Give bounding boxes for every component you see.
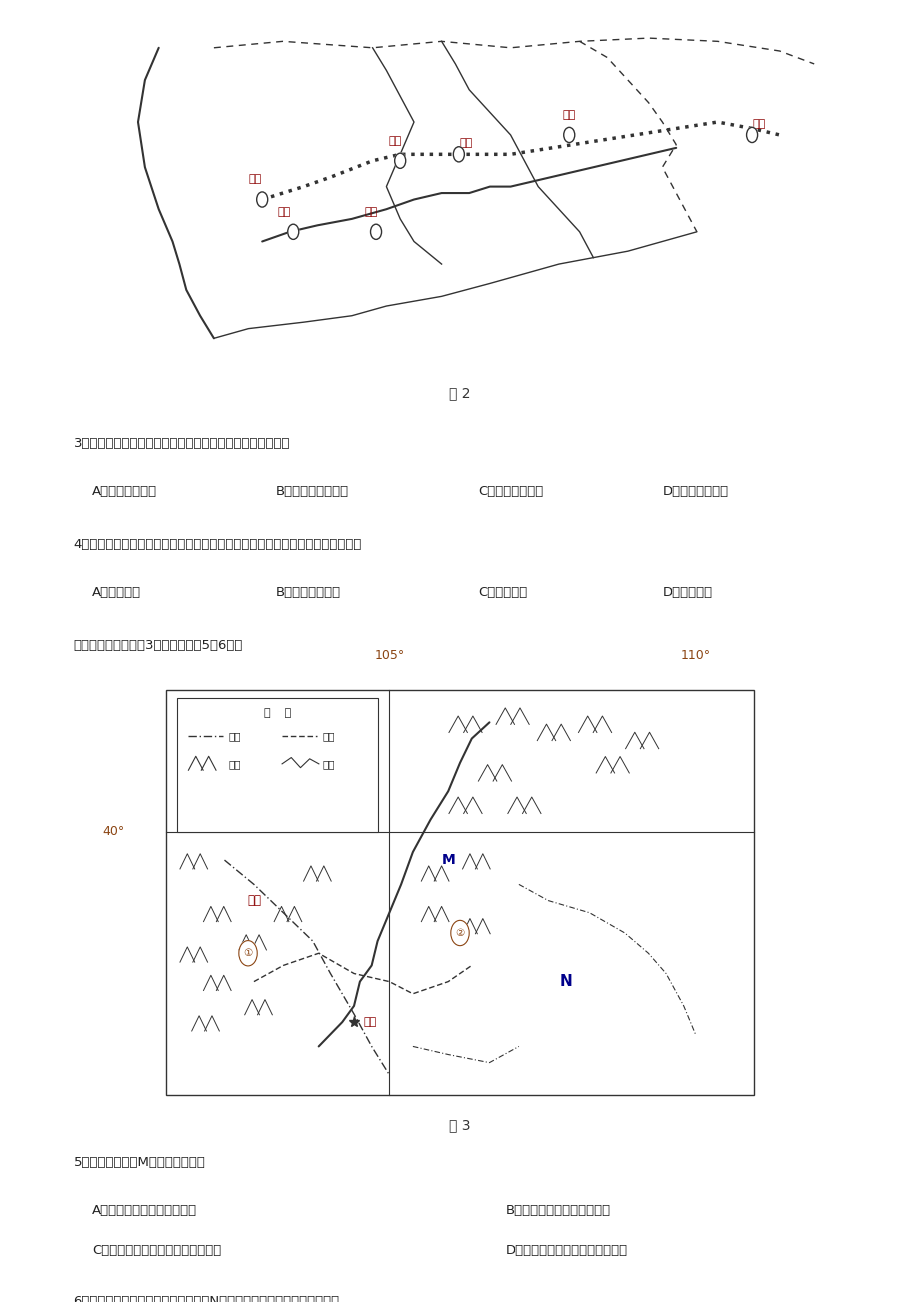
- Circle shape: [453, 147, 464, 161]
- Circle shape: [450, 921, 469, 945]
- Text: 武汉: 武汉: [460, 138, 472, 148]
- Text: 5．关于图中山脉M的说法正确的是: 5．关于图中山脉M的说法正确的是: [74, 1156, 205, 1169]
- Text: 图 3: 图 3: [448, 1118, 471, 1131]
- Text: 成都: 成都: [248, 174, 261, 185]
- Text: C．青藏高寒区与东部季风区分界线: C．青藏高寒区与东部季风区分界线: [92, 1245, 221, 1258]
- Circle shape: [370, 224, 381, 240]
- Text: M: M: [441, 853, 455, 867]
- Text: 合肥: 合肥: [562, 109, 575, 120]
- Text: D．武汉与合肥间: D．武汉与合肥间: [662, 484, 728, 497]
- Text: ①: ①: [244, 948, 253, 958]
- Text: 铁路: 铁路: [323, 730, 335, 741]
- Text: A．成都与重庆间: A．成都与重庆间: [92, 484, 157, 497]
- Text: B．季风区与非季风区分界线: B．季风区与非季风区分界线: [505, 1204, 610, 1217]
- Text: N: N: [559, 974, 572, 990]
- Text: 图    例: 图 例: [264, 708, 290, 719]
- Text: 40°: 40°: [102, 825, 124, 838]
- Text: 上海: 上海: [752, 118, 766, 129]
- Text: 图 2: 图 2: [448, 387, 471, 400]
- Text: B．宜昌与武汉间，: B．宜昌与武汉间，: [276, 484, 348, 497]
- Text: C．恩施与宜昌间: C．恩施与宜昌间: [478, 484, 543, 497]
- Circle shape: [394, 154, 405, 168]
- Text: 山脉: 山脉: [229, 759, 241, 769]
- Text: 4．上海至重庆、成都的直达动车组开行，受该动车组开行影响最大的运输部门是: 4．上海至重庆、成都的直达动车组开行，受该动车组开行影响最大的运输部门是: [74, 538, 361, 551]
- Text: A．内河运输: A．内河运输: [92, 586, 141, 599]
- Circle shape: [239, 940, 257, 966]
- Text: 重庆: 重庆: [278, 207, 290, 216]
- Text: 宜昌: 宜昌: [389, 135, 402, 146]
- Circle shape: [563, 128, 574, 142]
- Text: 金昌: 金昌: [246, 894, 261, 907]
- Text: D．温带草原与温带森林的分界线: D．温带草原与温带森林的分界线: [505, 1245, 628, 1258]
- Circle shape: [256, 191, 267, 207]
- Text: D．管道运输: D．管道运输: [662, 586, 711, 599]
- Text: 3．上海与至重庆、成都的下列铁路路段中修建难度最大的是: 3．上海与至重庆、成都的下列铁路路段中修建难度最大的是: [74, 436, 289, 449]
- Text: 省界: 省界: [229, 730, 241, 741]
- Text: 兰州: 兰州: [363, 1017, 376, 1027]
- Bar: [165, 690, 754, 1095]
- Circle shape: [746, 128, 757, 142]
- Text: 读我国某区域图（图3），据此回答5～6题。: 读我国某区域图（图3），据此回答5～6题。: [74, 639, 243, 652]
- Text: 6．从自然环境和经济水平考虑，图中N省内的人口迁移方向最有可能的是: 6．从自然环境和经济水平考虑，图中N省内的人口迁移方向最有可能的是: [74, 1295, 339, 1302]
- Text: 河流: 河流: [323, 759, 335, 769]
- Text: B．航空运输　．: B．航空运输 ．: [276, 586, 341, 599]
- Circle shape: [288, 224, 299, 240]
- Text: A．农耕区与畜牧业区分界线: A．农耕区与畜牧业区分界线: [92, 1204, 197, 1217]
- Text: 恩施: 恩施: [365, 207, 378, 216]
- Bar: [177, 698, 377, 832]
- Text: 110°: 110°: [680, 648, 709, 661]
- Text: C．公路运输: C．公路运输: [478, 586, 528, 599]
- Text: 105°: 105°: [374, 648, 404, 661]
- Text: ②: ②: [455, 928, 464, 937]
